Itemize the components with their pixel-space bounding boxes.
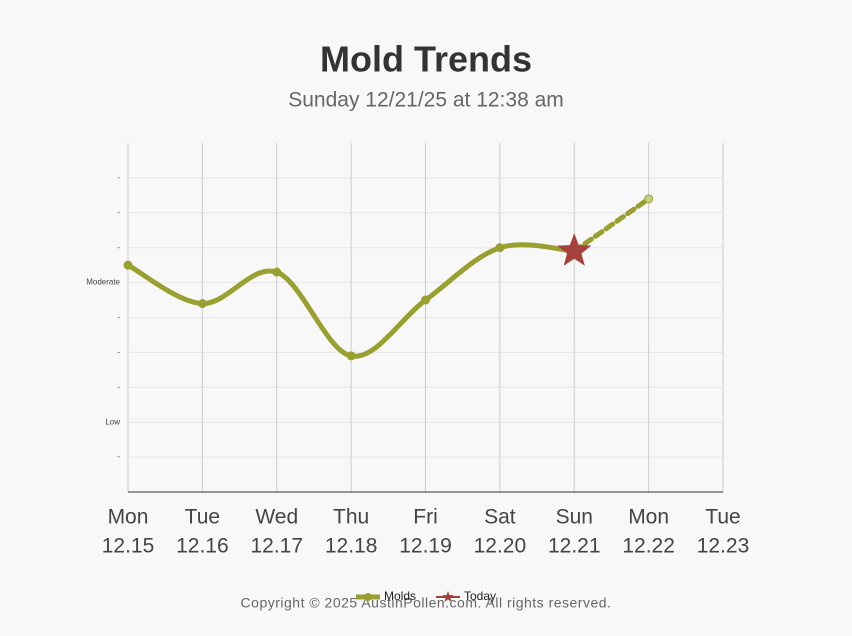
x-tick-date: 12.18 [325,535,378,558]
x-tick-date: 12.19 [399,535,452,558]
legend-label: Molds [384,589,416,603]
x-tick-label: Fri [413,506,438,529]
y-tick-label: - [117,348,120,357]
legend-star [442,591,454,602]
y-tick-label: Low [105,417,120,426]
x-tick-label: Mon [628,506,669,529]
x-tick-date: 12.23 [697,535,750,558]
x-tick-date: 12.17 [250,535,303,558]
x-tick-date: 12.16 [176,535,229,558]
data-point [272,267,282,277]
data-point [123,260,133,270]
x-tick-date: 12.15 [102,535,155,558]
y-tick-label: - [117,173,120,182]
data-point [421,295,430,305]
data-point [644,194,654,204]
y-tick-label: - [117,208,120,217]
x-tick-date: 12.20 [474,535,527,558]
y-tick-label: - [117,313,120,322]
legend-item: Today [436,589,496,603]
y-tick-label: Moderate [86,278,120,287]
x-tick-label: Sat [484,506,516,529]
x-tick-label: Mon [108,506,149,529]
legend-label: Today [464,589,496,603]
x-tick-label: Tue [185,506,220,529]
footer: Copyright © 2025 AustinPollen.com. All r… [241,595,612,611]
forecast-line [571,196,652,254]
x-tick-label: Tue [705,506,740,529]
legend-dot [364,593,372,601]
y-tick-label: - [117,243,120,252]
x-tick-date: 12.22 [622,535,675,558]
legend-item: Molds [356,589,416,603]
data-point [346,351,356,361]
chart-title: Mold Trends [320,39,532,80]
x-tick-date: 12.21 [548,535,601,558]
y-tick-label: - [117,382,120,391]
chart-subtitle: Sunday 12/21/25 at 12:38 am [288,89,564,112]
today-marker [557,233,592,266]
y-tick-label: - [117,452,120,461]
x-tick-label: Sun [556,506,593,529]
data-point [197,299,207,309]
x-tick-label: Thu [333,506,369,529]
x-tick-label: Wed [255,506,298,529]
data-point [495,243,505,253]
